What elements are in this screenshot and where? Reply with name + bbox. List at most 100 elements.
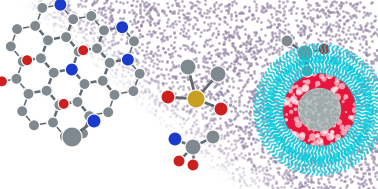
Circle shape <box>329 118 332 120</box>
Circle shape <box>321 90 324 92</box>
Circle shape <box>294 117 299 122</box>
Circle shape <box>310 91 312 94</box>
Circle shape <box>323 94 325 97</box>
Circle shape <box>319 142 324 146</box>
Circle shape <box>308 98 310 101</box>
Circle shape <box>313 120 315 122</box>
Circle shape <box>311 125 313 127</box>
Circle shape <box>311 116 313 119</box>
Circle shape <box>117 22 128 33</box>
Circle shape <box>42 34 53 45</box>
Circle shape <box>325 89 328 92</box>
Circle shape <box>328 115 331 118</box>
Circle shape <box>318 108 321 111</box>
Circle shape <box>315 125 318 127</box>
Circle shape <box>303 120 305 122</box>
Circle shape <box>323 115 325 117</box>
Circle shape <box>304 123 306 125</box>
Circle shape <box>327 116 329 119</box>
Circle shape <box>326 133 334 141</box>
Circle shape <box>320 106 322 109</box>
Circle shape <box>332 110 334 113</box>
Circle shape <box>325 105 328 107</box>
Circle shape <box>336 119 338 122</box>
Circle shape <box>320 139 324 143</box>
Circle shape <box>321 119 324 122</box>
Circle shape <box>309 125 311 127</box>
Circle shape <box>282 73 356 146</box>
Circle shape <box>321 107 324 110</box>
Circle shape <box>302 109 304 112</box>
Circle shape <box>302 106 304 108</box>
Circle shape <box>325 97 327 100</box>
Circle shape <box>42 85 53 96</box>
Circle shape <box>316 137 323 144</box>
Circle shape <box>319 121 321 124</box>
Circle shape <box>288 89 293 94</box>
Circle shape <box>316 115 318 118</box>
Circle shape <box>103 107 114 118</box>
Circle shape <box>341 129 347 136</box>
Circle shape <box>291 134 297 140</box>
Circle shape <box>316 106 318 108</box>
Circle shape <box>334 109 336 112</box>
Circle shape <box>331 88 333 91</box>
Circle shape <box>308 139 311 142</box>
Circle shape <box>291 95 297 102</box>
Circle shape <box>22 55 33 66</box>
Circle shape <box>323 122 325 125</box>
Circle shape <box>304 105 306 108</box>
Circle shape <box>316 98 319 101</box>
Circle shape <box>67 63 78 74</box>
Circle shape <box>297 88 341 131</box>
Circle shape <box>343 94 349 99</box>
Circle shape <box>307 94 309 97</box>
Circle shape <box>288 103 293 107</box>
Circle shape <box>317 108 319 111</box>
Circle shape <box>317 127 319 129</box>
Circle shape <box>306 93 308 95</box>
Circle shape <box>300 116 302 119</box>
Circle shape <box>291 131 296 136</box>
Circle shape <box>295 100 300 105</box>
Circle shape <box>329 114 332 117</box>
Circle shape <box>297 133 305 141</box>
Circle shape <box>302 85 309 92</box>
Circle shape <box>319 121 321 123</box>
Circle shape <box>321 98 323 100</box>
Circle shape <box>307 114 310 116</box>
Circle shape <box>315 85 317 88</box>
Circle shape <box>17 55 28 66</box>
Circle shape <box>301 65 313 77</box>
Circle shape <box>86 11 97 22</box>
Circle shape <box>309 97 311 99</box>
Circle shape <box>350 117 353 119</box>
Circle shape <box>308 127 311 131</box>
Circle shape <box>72 95 83 106</box>
Circle shape <box>311 107 313 109</box>
Circle shape <box>305 94 308 96</box>
Circle shape <box>327 112 330 114</box>
Circle shape <box>11 73 22 84</box>
Circle shape <box>333 94 336 97</box>
Circle shape <box>36 52 47 63</box>
Circle shape <box>78 45 89 56</box>
Circle shape <box>104 56 115 67</box>
Circle shape <box>321 127 323 130</box>
Circle shape <box>311 102 314 104</box>
Circle shape <box>296 87 304 95</box>
Circle shape <box>332 91 336 95</box>
Circle shape <box>323 124 325 126</box>
Circle shape <box>303 108 306 110</box>
Circle shape <box>320 114 322 116</box>
Circle shape <box>339 83 345 89</box>
Circle shape <box>313 140 320 147</box>
Circle shape <box>299 110 301 112</box>
Circle shape <box>53 99 64 110</box>
Circle shape <box>331 93 333 95</box>
Circle shape <box>319 94 321 97</box>
Circle shape <box>307 92 310 95</box>
Circle shape <box>59 131 70 142</box>
Circle shape <box>348 115 352 120</box>
Circle shape <box>312 108 314 110</box>
